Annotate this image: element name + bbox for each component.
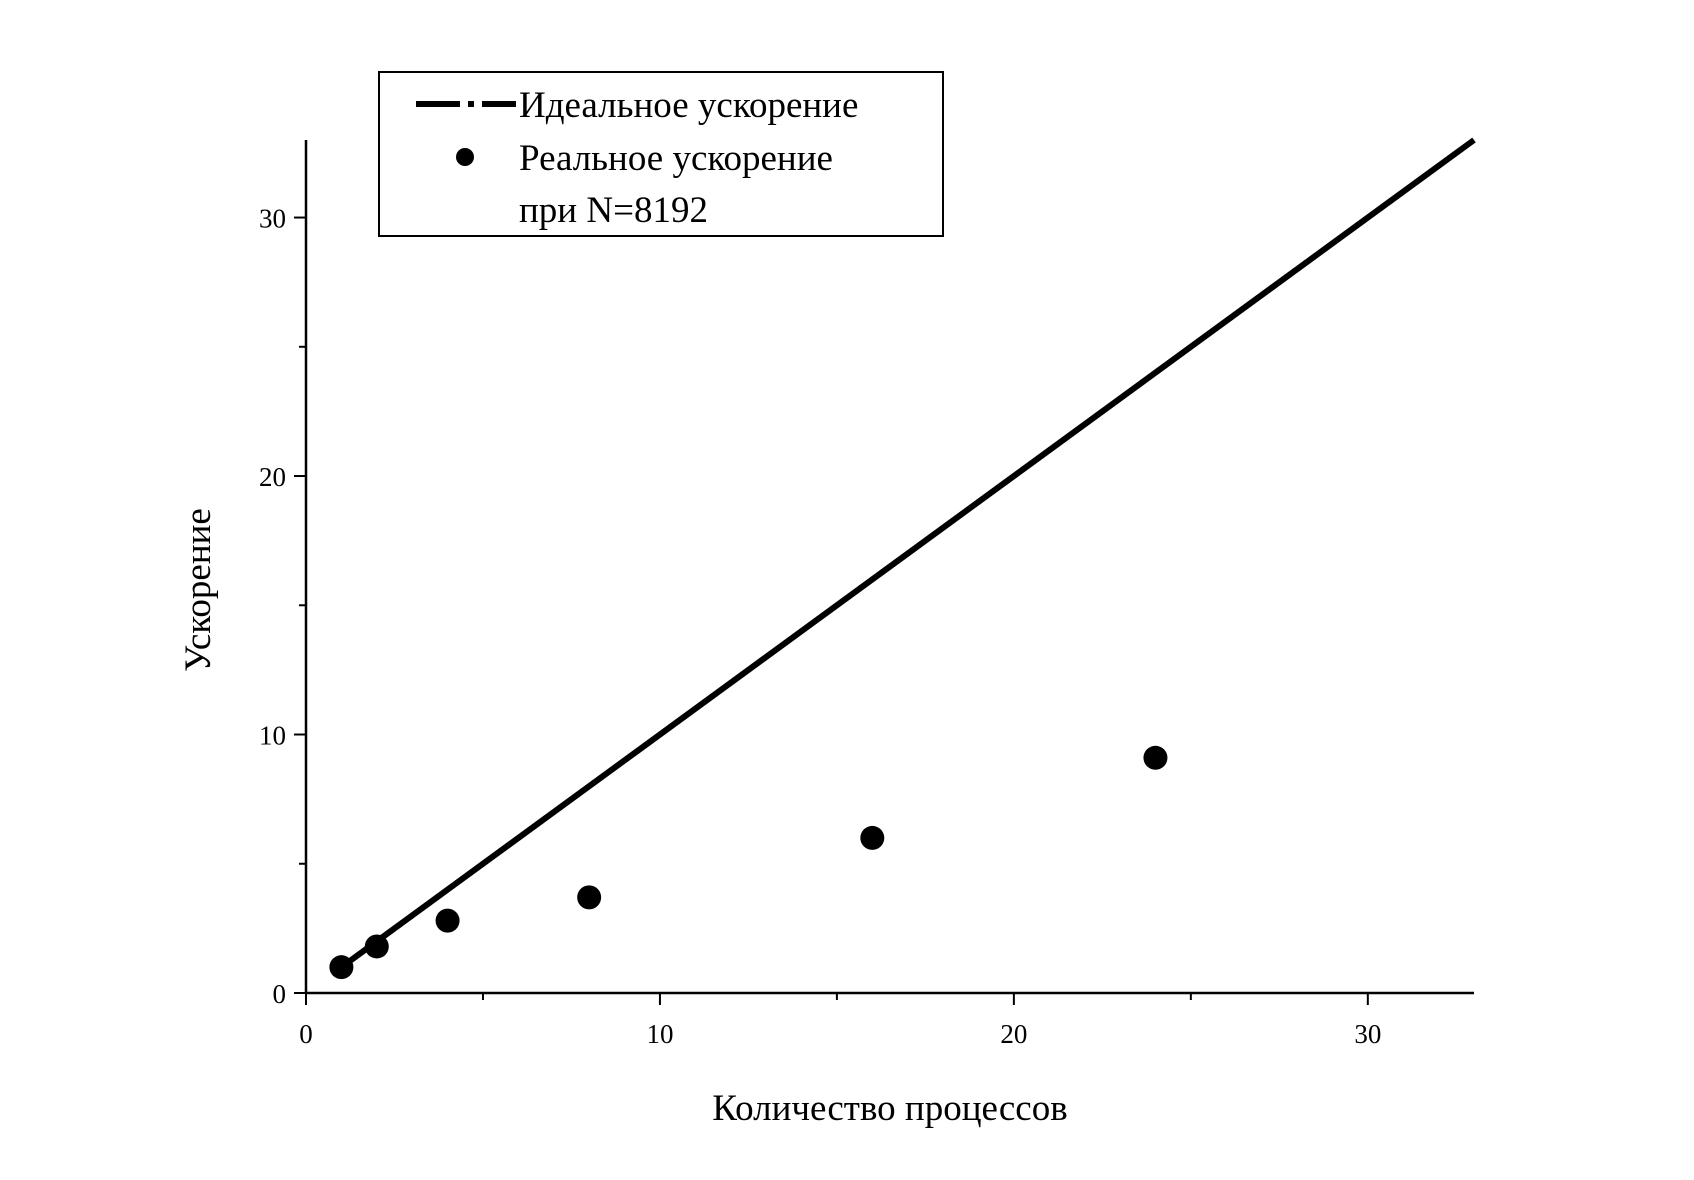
legend-ideal-label: Идеальное ускорение	[519, 85, 858, 126]
y-tick-label: 10	[259, 721, 286, 751]
real-speedup-point	[860, 825, 885, 850]
real-speedup-point	[364, 934, 389, 959]
ticks: 0 10 20 30 0 10 20 30	[259, 204, 1381, 1049]
real-speedup-point	[435, 908, 460, 933]
x-tick-label: 30	[1354, 1019, 1381, 1049]
real-speedup-point	[1143, 745, 1168, 770]
y-tick-label: 20	[259, 462, 286, 492]
legend-real-label-line1: Реальное ускорение	[519, 138, 833, 179]
x-tick-label: 0	[299, 1019, 313, 1049]
x-tick-label: 10	[646, 1019, 673, 1049]
x-tick-label: 20	[1000, 1019, 1027, 1049]
series	[329, 137, 1476, 980]
real-speedup-point	[577, 885, 602, 910]
legend: Идеальное ускорение Реальное ускорение п…	[378, 71, 944, 237]
y-tick-label: 30	[259, 204, 286, 234]
y-tick-label: 0	[273, 979, 287, 1009]
x-axis-title: Количество процессов	[712, 1088, 1067, 1129]
legend-real-marker	[456, 148, 474, 166]
legend-real-label-line2: при N=8192	[519, 190, 708, 231]
axes	[304, 140, 1474, 995]
real-speedup-point	[329, 955, 354, 980]
y-axis-title: Ускорение	[178, 508, 219, 672]
ideal-speedup-line	[339, 137, 1476, 970]
